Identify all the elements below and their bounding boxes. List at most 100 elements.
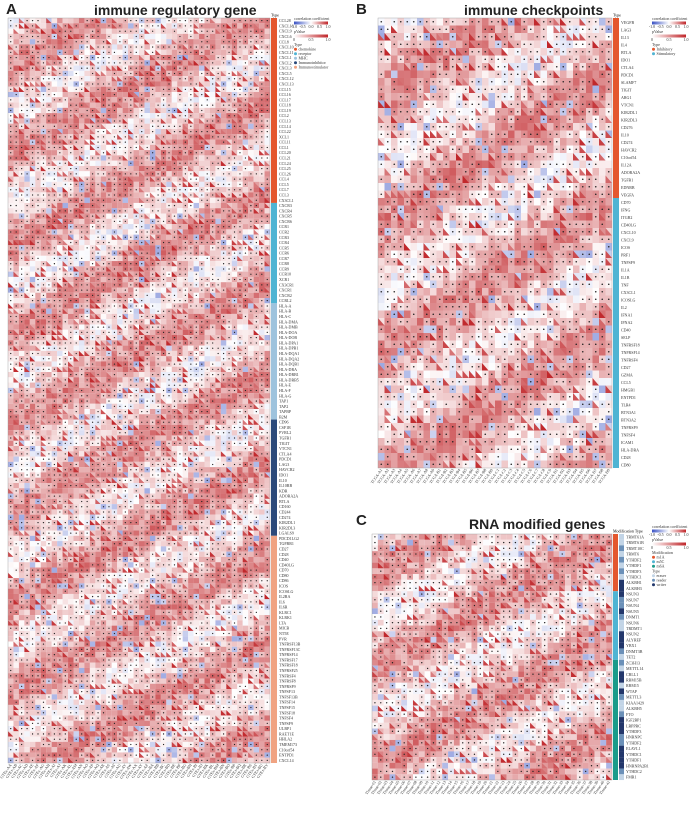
significance-dot bbox=[124, 210, 126, 212]
heatmap-cell bbox=[160, 319, 167, 325]
significance-dot bbox=[102, 241, 105, 244]
heatmap-cell bbox=[226, 239, 232, 246]
heatmap-cell bbox=[259, 276, 265, 283]
significance-dot bbox=[48, 146, 50, 149]
significance-dot bbox=[10, 252, 12, 254]
significance-dot bbox=[113, 337, 116, 339]
significance-dot bbox=[179, 46, 181, 48]
significance-dot bbox=[75, 215, 77, 217]
heatmap-cell bbox=[78, 171, 85, 177]
heatmap-cell bbox=[182, 60, 189, 66]
significance-dot bbox=[48, 204, 50, 207]
significance-dot bbox=[64, 194, 66, 196]
significance-dot bbox=[64, 183, 66, 186]
significance-dot bbox=[261, 284, 263, 286]
heatmap-cell bbox=[199, 123, 205, 130]
heatmap-cell bbox=[57, 18, 63, 24]
heatmap-cell bbox=[128, 329, 134, 336]
pvalue-triangle bbox=[139, 329, 145, 336]
significance-dot bbox=[162, 257, 165, 260]
heatmap-cell bbox=[248, 287, 254, 293]
significance-dot bbox=[162, 278, 165, 281]
significance-dot bbox=[31, 78, 34, 80]
heatmap-cell bbox=[68, 213, 74, 219]
significance-dot bbox=[233, 35, 236, 38]
significance-dot bbox=[195, 215, 197, 217]
significance-dot bbox=[228, 268, 230, 270]
heatmap-cell bbox=[144, 102, 150, 108]
significance-dot bbox=[250, 136, 252, 138]
pvalue-triangle bbox=[84, 139, 90, 145]
heatmap-cell bbox=[62, 118, 69, 124]
significance-dot bbox=[119, 247, 121, 249]
significance-dot bbox=[10, 268, 12, 270]
significance-dot bbox=[179, 56, 181, 59]
significance-dot bbox=[75, 273, 77, 275]
heatmap-cell bbox=[144, 308, 150, 314]
significance-dot bbox=[261, 78, 263, 80]
significance-dot bbox=[135, 241, 137, 244]
pvalue-triangle bbox=[13, 308, 19, 314]
significance-dot bbox=[179, 78, 181, 80]
significance-dot bbox=[15, 194, 17, 196]
heatmap-cell bbox=[62, 150, 69, 156]
significance-dot bbox=[64, 83, 66, 85]
significance-dot bbox=[239, 162, 241, 164]
heatmap-cell bbox=[209, 54, 216, 61]
significance-dot bbox=[81, 62, 83, 64]
significance-dot bbox=[48, 194, 50, 196]
significance-dot bbox=[179, 115, 181, 117]
heatmap-cell bbox=[215, 49, 221, 56]
pvalue-triangle bbox=[128, 91, 134, 98]
significance-dot bbox=[146, 294, 148, 297]
heatmap-cell bbox=[139, 39, 145, 45]
heatmap-cell bbox=[117, 107, 123, 114]
significance-dot bbox=[64, 321, 66, 323]
significance-dot bbox=[81, 35, 83, 38]
significance-dot bbox=[42, 46, 45, 48]
significance-dot bbox=[59, 72, 61, 75]
pvalue-triangle bbox=[89, 303, 96, 309]
significance-dot bbox=[179, 152, 181, 154]
heatmap-cell bbox=[220, 282, 227, 288]
pvalue-triangle bbox=[35, 271, 41, 277]
heatmap-cell bbox=[51, 49, 58, 56]
significance-dot bbox=[152, 273, 154, 275]
significance-dot bbox=[201, 62, 203, 64]
significance-dot bbox=[102, 215, 105, 217]
significance-dot bbox=[228, 115, 230, 117]
significance-dot bbox=[250, 41, 252, 43]
significance-dot bbox=[15, 72, 17, 75]
pvalue-triangle bbox=[51, 224, 58, 230]
pvalue-triangle bbox=[171, 218, 178, 225]
heatmap-cell bbox=[166, 282, 172, 288]
heatmap-cell bbox=[193, 287, 200, 293]
heatmap-cell bbox=[100, 245, 107, 251]
significance-dot bbox=[239, 194, 241, 196]
significance-dot bbox=[261, 236, 263, 238]
significance-dot bbox=[75, 315, 77, 318]
pvalue-triangle bbox=[13, 118, 19, 124]
significance-dot bbox=[21, 72, 23, 75]
pvalue-triangle bbox=[40, 144, 47, 151]
heatmap-cell bbox=[149, 60, 156, 66]
heatmap-cell bbox=[242, 308, 249, 314]
significance-dot bbox=[102, 189, 105, 191]
significance-dot bbox=[239, 247, 241, 249]
significance-dot bbox=[146, 268, 148, 270]
heatmap-cell bbox=[106, 319, 112, 325]
significance-dot bbox=[206, 315, 208, 318]
heatmap-cell bbox=[248, 70, 254, 77]
significance-dot bbox=[102, 226, 105, 228]
heatmap-cell bbox=[253, 255, 260, 262]
heatmap-cell bbox=[220, 144, 227, 151]
significance-dot bbox=[146, 326, 148, 328]
heatmap-cell bbox=[199, 181, 205, 188]
heatmap-cell bbox=[62, 128, 69, 135]
significance-dot bbox=[124, 194, 126, 196]
heatmap-cell bbox=[215, 102, 221, 108]
heatmap-cell bbox=[248, 324, 254, 330]
heatmap-cell bbox=[106, 123, 112, 130]
heatmap-cell bbox=[182, 329, 189, 336]
heatmap-cell bbox=[89, 234, 96, 240]
